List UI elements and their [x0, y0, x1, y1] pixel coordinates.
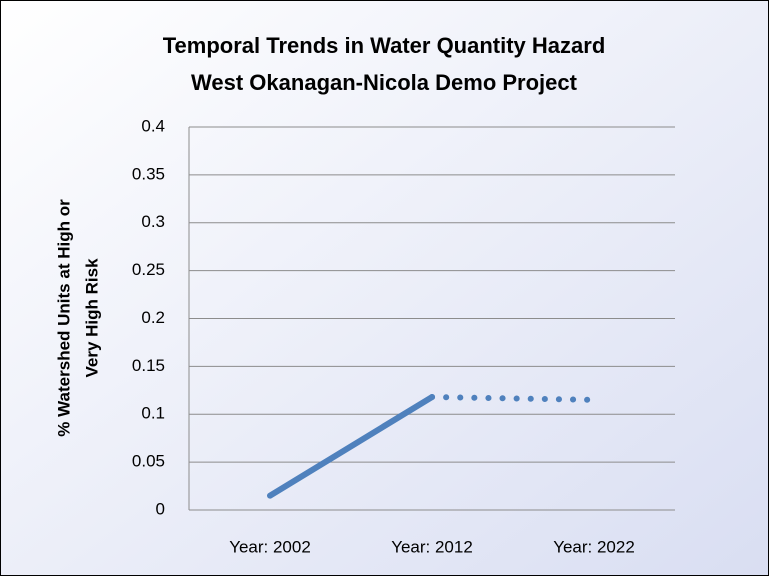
x-tick-label: Year: 2022 — [553, 537, 635, 556]
y-tick-label: 0.05 — [132, 452, 165, 471]
line-series — [429, 394, 597, 403]
y-tick-label: 0.4 — [141, 116, 165, 135]
x-tick-label: Year: 2012 — [391, 537, 473, 556]
y-axis-label: Very High Risk — [82, 258, 101, 378]
chart-title: West Okanagan-Nicola Demo Project — [191, 70, 578, 95]
x-tick-label: Year: 2002 — [229, 537, 311, 556]
y-tick-label: 0.25 — [132, 260, 165, 279]
y-tick-label: 0.3 — [141, 212, 165, 231]
y-axis-label: % Watershed Units at High or — [54, 199, 73, 437]
line-series — [267, 394, 435, 499]
chart-title: Temporal Trends in Water Quantity Hazard — [163, 33, 606, 58]
y-tick-label: 0 — [156, 499, 165, 518]
y-tick-label: 0.1 — [141, 404, 165, 423]
y-tick-label: 0.35 — [132, 164, 165, 183]
y-tick-label: 0.2 — [141, 308, 165, 327]
y-tick-label: 0.15 — [132, 356, 165, 375]
